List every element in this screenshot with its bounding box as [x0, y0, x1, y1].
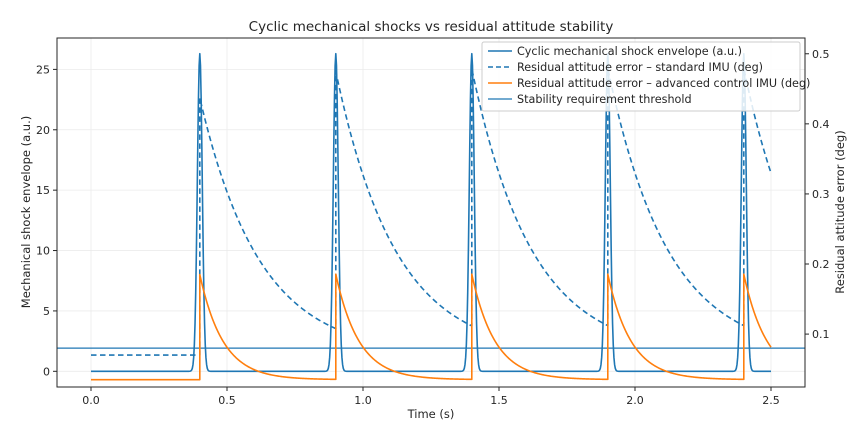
- chart-title: Cyclic mechanical shocks vs residual att…: [249, 19, 614, 35]
- legend-label-shock: Cyclic mechanical shock envelope (a.u.): [517, 45, 742, 58]
- y-right-tick-label: 0.4: [812, 118, 830, 131]
- y-left-tick-label: 5: [43, 305, 50, 318]
- x-tick-label: 2.5: [762, 394, 780, 407]
- y-left-tick-label: 15: [36, 184, 50, 197]
- y-right-tick-label: 0.3: [812, 188, 830, 201]
- y-left-tick-label: 25: [36, 63, 50, 76]
- series-advanced-imu: [90, 273, 772, 381]
- y-left-tick-label: 20: [36, 124, 50, 137]
- x-tick-label: 1.5: [490, 394, 508, 407]
- legend-label-advanced-imu: Residual attitude error – advanced contr…: [517, 77, 810, 90]
- y-right-tick-label: 0.5: [812, 48, 830, 61]
- y-right-axis: 0.1 0.2 0.3 0.4 0.5: [805, 48, 830, 341]
- x-tick-label: 0.0: [82, 394, 100, 407]
- y-left-axis: 0 5 10 15 20 25: [36, 63, 57, 378]
- legend-label-standard-imu: Residual attitude error – standard IMU (…: [517, 61, 763, 74]
- x-axis: 0.0 0.5 1.0 1.5 2.0 2.5: [82, 387, 780, 407]
- y-right-tick-label: 0.2: [812, 258, 830, 271]
- x-tick-label: 2.0: [626, 394, 644, 407]
- y-left-tick-label: 0: [43, 365, 50, 378]
- x-tick-label: 0.5: [218, 394, 236, 407]
- x-tick-label: 1.0: [354, 394, 372, 407]
- legend-frame: [481, 41, 801, 112]
- y-left-axis-label: Mechanical shock envelope (a.u.): [19, 116, 33, 308]
- plot-frame: [56, 37, 806, 388]
- y-right-axis-label: Residual attitude error (deg): [833, 130, 847, 293]
- legend-label-threshold: Stability requirement threshold: [517, 93, 692, 106]
- series-shock-envelope: [90, 52, 772, 373]
- y-left-tick-label: 10: [36, 245, 50, 258]
- x-axis-label: Time (s): [407, 407, 455, 421]
- series-layer: [57, 52, 805, 381]
- y-right-tick-label: 0.1: [812, 328, 830, 341]
- legend: Cyclic mechanical shock envelope (a.u.) …: [481, 41, 810, 112]
